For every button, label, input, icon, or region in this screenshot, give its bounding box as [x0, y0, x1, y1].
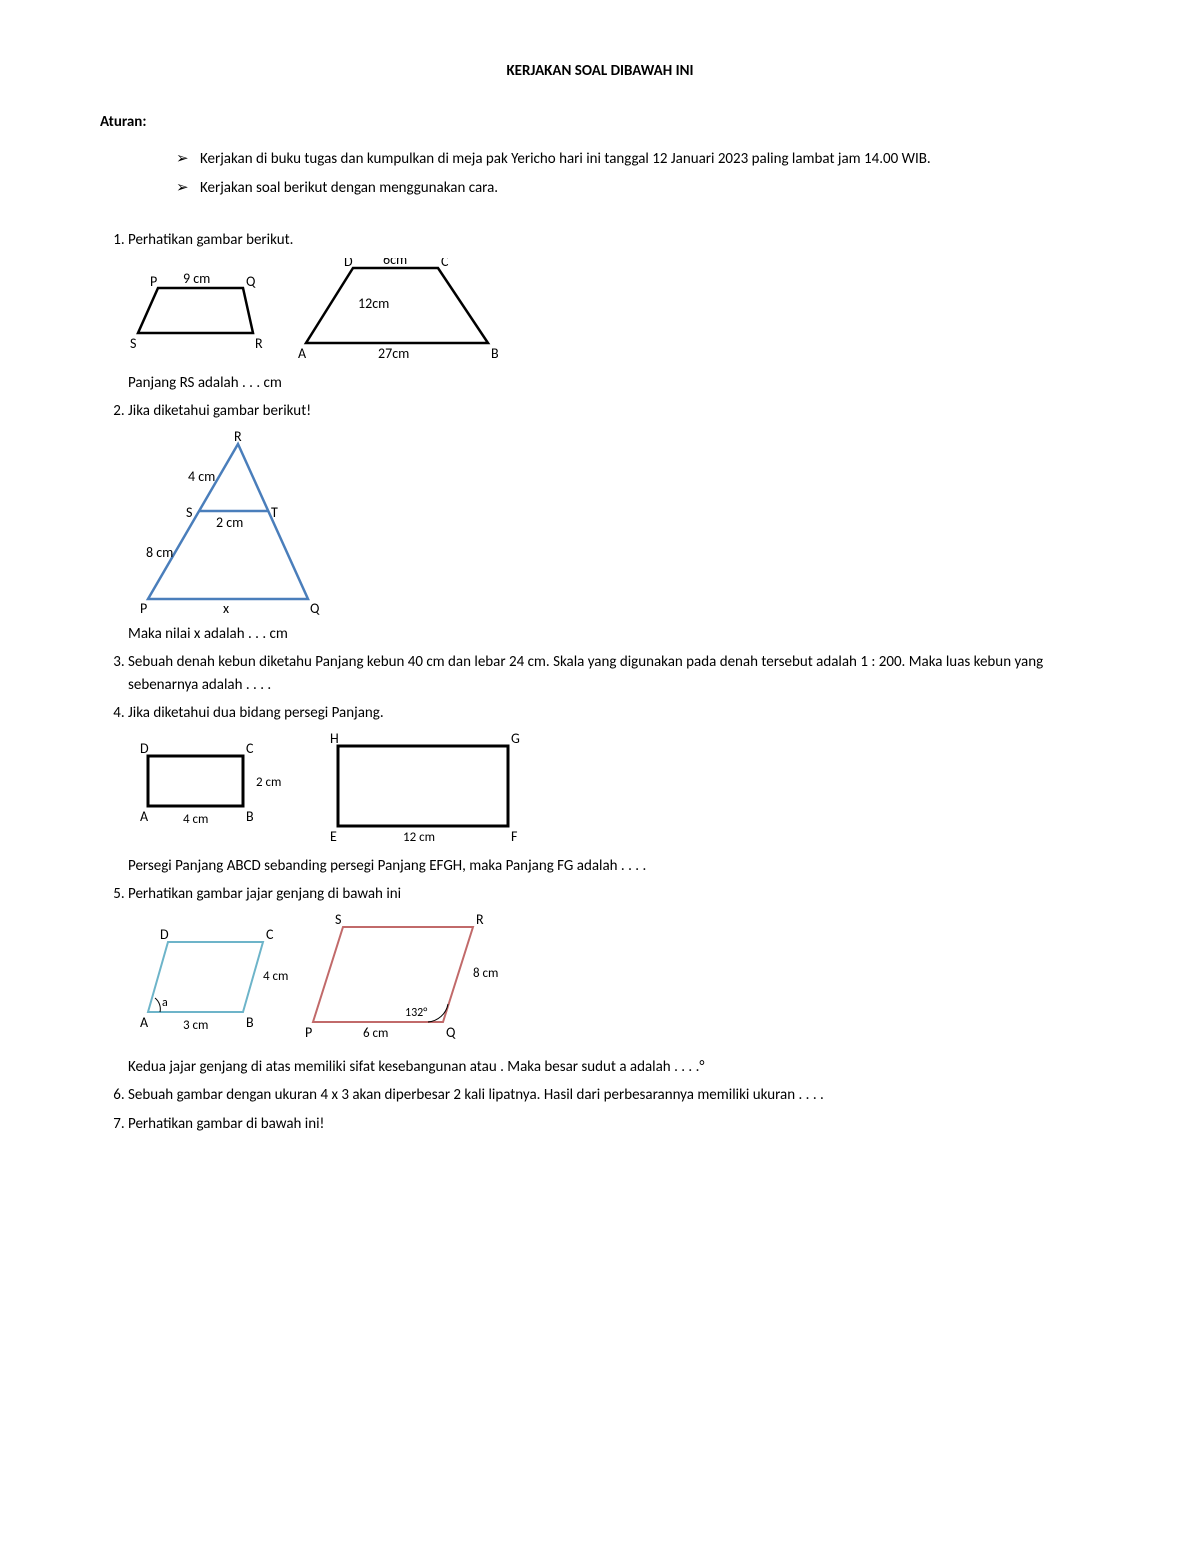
- svg-text:A: A: [298, 345, 307, 362]
- svg-text:132°: 132°: [405, 1006, 427, 1020]
- rules-list: Kerjakan di buku tugas dan kumpulkan di …: [160, 148, 1100, 199]
- svg-text:P: P: [305, 1024, 312, 1041]
- question-4: Jika diketahui dua bidang persegi Panjan…: [128, 702, 1100, 877]
- q4-text: Jika diketahui dua bidang persegi Panjan…: [128, 702, 1100, 725]
- svg-text:4 cm: 4 cm: [188, 468, 215, 485]
- q5-text: Perhatikan gambar jajar genjang di bawah…: [128, 883, 1100, 906]
- rule-item: Kerjakan soal berikut dengan menggunakan…: [200, 177, 1100, 200]
- svg-text:C: C: [441, 258, 449, 270]
- question-2: Jika diketahui gambar berikut! R P Q S T…: [128, 400, 1100, 645]
- page-title: KERJAKAN SOAL DIBAWAH INI: [100, 60, 1100, 83]
- svg-text:Q: Q: [446, 1024, 456, 1041]
- svg-text:B: B: [491, 345, 499, 362]
- svg-text:3 cm: 3 cm: [183, 1018, 208, 1033]
- svg-text:G: G: [511, 731, 520, 747]
- svg-text:2 cm: 2 cm: [256, 775, 281, 790]
- svg-text:9 cm: 9 cm: [183, 270, 210, 287]
- svg-text:C: C: [246, 740, 254, 757]
- svg-text:12cm: 12cm: [358, 295, 389, 312]
- q3-text: Sebuah denah kebun diketahu Panjang kebu…: [128, 651, 1100, 696]
- svg-text:12 cm: 12 cm: [403, 830, 435, 845]
- svg-text:P: P: [140, 600, 147, 617]
- svg-text:B: B: [246, 808, 254, 825]
- q4-after: Persegi Panjang ABCD sebanding persegi P…: [128, 855, 1100, 878]
- svg-text:H: H: [330, 731, 339, 747]
- svg-text:T: T: [271, 504, 278, 521]
- svg-text:S: S: [335, 912, 341, 928]
- svg-text:R: R: [234, 429, 242, 445]
- question-3: Sebuah denah kebun diketahu Panjang kebu…: [128, 651, 1100, 696]
- svg-text:R: R: [476, 912, 484, 928]
- svg-text:4 cm: 4 cm: [183, 812, 208, 827]
- question-5: Perhatikan gambar jajar genjang di bawah…: [128, 883, 1100, 1078]
- svg-text:D: D: [344, 258, 353, 270]
- q2-text: Jika diketahui gambar berikut!: [128, 400, 1100, 423]
- svg-text:6 cm: 6 cm: [363, 1026, 388, 1041]
- svg-text:2 cm: 2 cm: [216, 514, 243, 531]
- svg-text:4 cm: 4 cm: [263, 969, 288, 984]
- q2-figure: R P Q S T 4 cm 8 cm 2 cm x: [128, 429, 1100, 619]
- question-7: Perhatikan gambar di bawah ini!: [128, 1113, 1100, 1136]
- svg-text:E: E: [330, 828, 337, 845]
- svg-text:A: A: [140, 1014, 149, 1031]
- svg-text:C: C: [266, 926, 274, 943]
- q4-figure: D C B A 4 cm 2 cm H G F E 12 cm: [128, 731, 1100, 851]
- svg-text:A: A: [140, 808, 149, 825]
- svg-text:F: F: [511, 828, 518, 845]
- svg-text:6cm: 6cm: [383, 258, 407, 268]
- svg-text:D: D: [160, 926, 169, 943]
- svg-text:R: R: [255, 335, 263, 352]
- rules-label: Aturan:: [100, 111, 1100, 134]
- svg-text:Q: Q: [246, 273, 256, 290]
- svg-text:P: P: [150, 273, 157, 290]
- question-6: Sebuah gambar dengan ukuran 4 x 3 akan d…: [128, 1084, 1100, 1107]
- svg-text:B: B: [246, 1014, 254, 1031]
- rule-item: Kerjakan di buku tugas dan kumpulkan di …: [200, 148, 1100, 171]
- q6-text: Sebuah gambar dengan ukuran 4 x 3 akan d…: [128, 1084, 1100, 1107]
- q1-text: Perhatikan gambar berikut.: [128, 229, 1100, 252]
- svg-text:Q: Q: [310, 600, 320, 617]
- svg-text:a: a: [162, 996, 168, 1010]
- q5-figure: D C B A 3 cm 4 cm a S R Q P 6 cm 8 cm 13…: [128, 912, 1100, 1052]
- q2-after: Maka nilai x adalah . . . cm: [128, 623, 1100, 646]
- svg-text:27cm: 27cm: [378, 345, 409, 362]
- svg-text:D: D: [140, 740, 149, 757]
- svg-text:8 cm: 8 cm: [473, 966, 498, 981]
- q7-text: Perhatikan gambar di bawah ini!: [128, 1113, 1100, 1136]
- svg-text:x: x: [223, 600, 229, 617]
- q5-after: Kedua jajar genjang di atas memiliki sif…: [128, 1056, 1100, 1079]
- question-1: Perhatikan gambar berikut. P Q R S 9 cm …: [128, 229, 1100, 394]
- svg-text:S: S: [186, 504, 192, 521]
- svg-text:S: S: [130, 335, 136, 352]
- svg-text:8 cm: 8 cm: [146, 544, 173, 561]
- q1-figure: P Q R S 9 cm D C B A 6cm 12cm 27cm: [128, 258, 1100, 368]
- q1-after: Panjang RS adalah . . . cm: [128, 372, 1100, 395]
- questions-list: Perhatikan gambar berikut. P Q R S 9 cm …: [100, 229, 1100, 1135]
